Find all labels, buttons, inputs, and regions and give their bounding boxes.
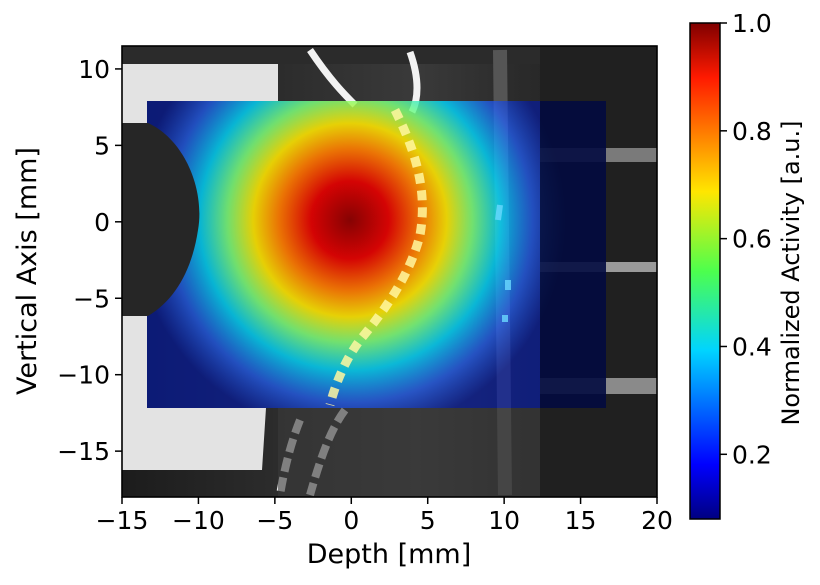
y-tick-label: 5	[94, 131, 110, 160]
y-tick-label: −15	[57, 437, 110, 466]
y-tick-label: −10	[57, 361, 110, 390]
colorbar-tick-label: 0.4	[732, 332, 772, 361]
x-tick-label: 5	[420, 506, 436, 535]
plot-image	[122, 46, 657, 497]
y-tick-label: 10	[78, 55, 110, 84]
colorbar-title: Normalized Activity [a.u.]	[777, 120, 805, 425]
colorbar-tick-label: 0.2	[732, 440, 772, 469]
x-tick-label: −10	[172, 506, 225, 535]
colorbar-tick-label: 1.0	[732, 9, 772, 38]
y-tick-label: 0	[94, 208, 110, 237]
vessel-highlights	[495, 204, 511, 322]
x-tick-label: 20	[641, 506, 673, 535]
x-tick-label: −15	[96, 506, 149, 535]
x-tick-label: 0	[343, 506, 359, 535]
x-tick-label: −5	[256, 506, 293, 535]
x-axis-ticks: −15 −10 −5 0 5 10 15 20	[96, 497, 673, 535]
colorbar	[689, 22, 721, 520]
colorbar-tick-label: 0.8	[732, 117, 772, 146]
y-axis-ticks: 10 5 0 −5 −10 −15	[57, 55, 122, 466]
activity-overlay	[147, 101, 606, 408]
plot-frame	[121, 45, 658, 498]
ct-lower-band	[278, 408, 540, 497]
ct-top-band	[122, 46, 657, 64]
x-axis-title: Depth [mm]	[307, 539, 472, 570]
phantom-cutout	[122, 123, 200, 316]
overlay-right-dark	[540, 101, 606, 408]
x-tick-label: 15	[565, 506, 597, 535]
x-tick-label: 10	[488, 506, 520, 535]
colorbar-ticks: 1.0 0.8 0.6 0.4 0.2	[720, 9, 772, 469]
phantom-region	[122, 64, 278, 470]
colorbar-tick-label: 0.6	[732, 225, 772, 254]
y-tick-label: −5	[73, 284, 110, 313]
y-axis-title: Vertical Axis [mm]	[12, 147, 43, 395]
spine-highlights	[325, 107, 427, 407]
